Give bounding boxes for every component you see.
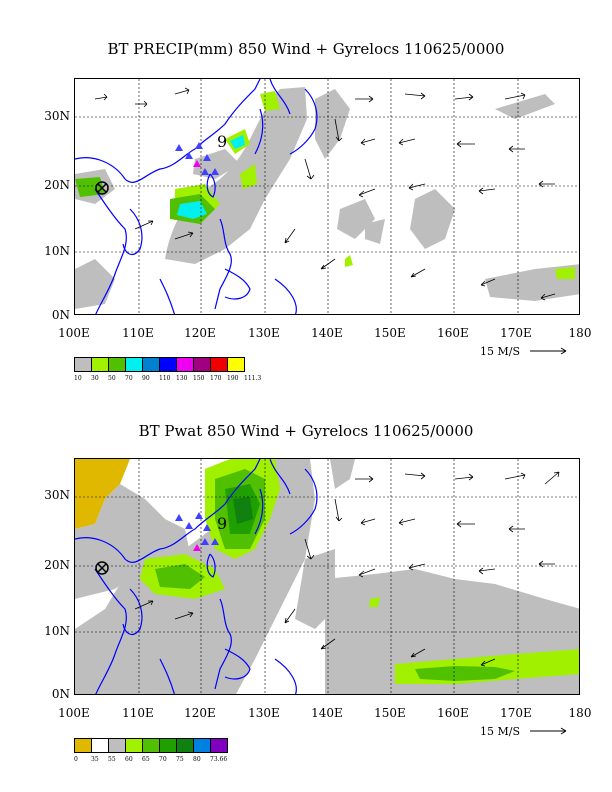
panel2-scale-arrow [530, 727, 567, 735]
panel2-lon-label: 160E [437, 706, 469, 720]
colorbar-label: 65 [142, 756, 150, 763]
panel1-colorbar [74, 357, 245, 372]
panel1-lon-label: 170E [500, 326, 532, 340]
colorbar-label: 90 [142, 375, 150, 382]
panel2-circle-marker [95, 561, 109, 575]
colorbar-label: 30 [91, 375, 99, 382]
colorbar-label: 130 [176, 375, 188, 382]
panel1-lon-label: 110E [122, 326, 154, 340]
panel2-lat-label: 10N [44, 624, 70, 638]
colorbar-label: 60 [125, 756, 133, 763]
panel2-colorbar [74, 738, 228, 753]
colorbar-swatch [176, 357, 194, 372]
panel1-title: BT PRECIP(mm) 850 Wind + Gyrelocs 110625… [107, 40, 505, 58]
colorbar-label: 80 [193, 756, 201, 763]
panel2-lon-label: 170E [500, 706, 532, 720]
panel2-coastlines [75, 459, 318, 694]
panel2-lat-label: 30N [44, 488, 70, 502]
panel2-lat-label: 20N [44, 558, 70, 572]
panel2-gyre-markers [175, 512, 219, 551]
panel1-map: 9 [74, 78, 580, 315]
colorbar-label: 70 [159, 756, 167, 763]
panel1-lon-label: 130E [248, 326, 280, 340]
panel1-circle-marker [95, 181, 109, 195]
colorbar-label: 10 [74, 375, 82, 382]
panel2-lat-label: 0N [51, 687, 70, 701]
colorbar-label: 73.66 [210, 756, 228, 763]
panel2-wind-vectors [134, 471, 560, 667]
colorbar-swatch [159, 738, 177, 753]
panel2-lon-label: 150E [374, 706, 406, 720]
panel2-pwat-shading [75, 459, 579, 694]
colorbar-label: 75 [176, 756, 184, 763]
colorbar-label: 0 [74, 756, 78, 763]
colorbar-swatch [142, 357, 160, 372]
panel2-grid [75, 459, 579, 694]
panel1-gyre-label: 9 [217, 132, 227, 151]
colorbar-label: 170 [210, 375, 222, 382]
panel2-lon-label: 130E [248, 706, 280, 720]
panel1-lon-label: 140E [311, 326, 343, 340]
panel1-scale-arrow [530, 347, 567, 355]
panel1-lat-label: 30N [44, 109, 70, 123]
colorbar-label: 35 [91, 756, 99, 763]
colorbar-swatch [227, 357, 245, 372]
panel1-lat-label: 10N [44, 244, 70, 258]
panel2-scale-label: 15 M/S [480, 725, 520, 738]
panel2-gyre-label: 9 [217, 514, 227, 533]
colorbar-label: 70 [125, 375, 133, 382]
panel1-lon-label: 180 [568, 326, 592, 340]
colorbar-swatch [125, 738, 143, 753]
colorbar-label: 50 [108, 375, 116, 382]
colorbar-label: 150 [193, 375, 205, 382]
panel2-lon-label: 140E [311, 706, 343, 720]
panel1-precip-shading [75, 87, 579, 309]
colorbar-label: 110 [159, 375, 171, 382]
panel1-lat-label: 0N [51, 308, 70, 322]
panel1-scale-label: 15 M/S [480, 345, 520, 358]
panel1-lon-label: 100E [58, 326, 90, 340]
colorbar-label: 190 [227, 375, 239, 382]
colorbar-label: 55 [108, 756, 116, 763]
colorbar-swatch [108, 357, 126, 372]
panel1-lon-label: 160E [437, 326, 469, 340]
panel2-title: BT Pwat 850 Wind + Gyrelocs 110625/0000 [138, 422, 474, 440]
panel1-gyre-markers [175, 142, 219, 175]
panel2-lon-label: 100E [58, 706, 90, 720]
panel2-lon-label: 120E [184, 706, 216, 720]
colorbar-swatch [142, 738, 160, 753]
colorbar-swatch [125, 357, 143, 372]
panel1-lon-label: 120E [184, 326, 216, 340]
panel2-map: 9 [74, 458, 580, 695]
panel1-lat-label: 20N [44, 178, 70, 192]
colorbar-swatch [193, 357, 211, 372]
colorbar-swatch [210, 357, 228, 372]
colorbar-swatch [91, 738, 109, 753]
panel1-coastlines [75, 79, 318, 314]
colorbar-swatch [193, 738, 211, 753]
panel1-lon-label: 150E [374, 326, 406, 340]
colorbar-swatch [74, 738, 92, 753]
colorbar-swatch [108, 738, 126, 753]
colorbar-swatch [176, 738, 194, 753]
panel2-lon-label: 180 [568, 706, 592, 720]
colorbar-swatch [210, 738, 228, 753]
panel1-grid [75, 79, 579, 314]
colorbar-swatch [74, 357, 92, 372]
colorbar-label: 111.3 [244, 375, 262, 382]
colorbar-swatch [91, 357, 109, 372]
panel2-lon-label: 110E [122, 706, 154, 720]
colorbar-swatch [159, 357, 177, 372]
panel1-wind-vectors [94, 87, 556, 301]
